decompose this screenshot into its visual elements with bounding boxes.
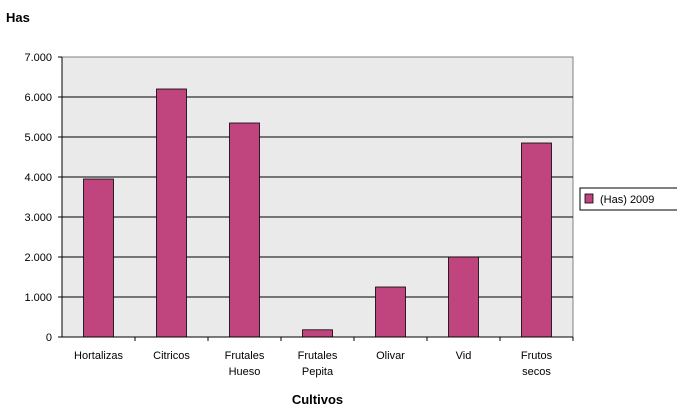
legend-box xyxy=(579,187,677,211)
y-axis-ticks: 0 1.000 2.000 3.000 4.000 5.000 6.000 7.000 xyxy=(24,52,573,344)
legend: (Has) 2009 xyxy=(579,187,677,211)
legend-swatch xyxy=(584,193,594,204)
bar xyxy=(156,88,187,338)
bar xyxy=(229,122,260,338)
y-tick-label: 3.000 xyxy=(24,212,52,224)
y-tick-label: 4.000 xyxy=(24,172,52,184)
x-tick-label: Vid xyxy=(456,350,472,362)
plot-area xyxy=(61,56,574,338)
x-tick-label: Frutos secos xyxy=(521,350,553,378)
legend-label: (Has) 2009 xyxy=(600,194,654,206)
y-tick-label: 6.000 xyxy=(24,92,52,104)
x-tick-label: Citricos xyxy=(153,350,190,362)
x-tick-label: Olivar xyxy=(376,350,405,362)
bar xyxy=(302,329,333,338)
bar xyxy=(375,286,406,338)
x-tick-label: Frutales Hueso xyxy=(225,350,265,378)
y-axis-label: Has xyxy=(6,10,30,25)
gridlines xyxy=(62,96,573,298)
y-tick-label: 7.000 xyxy=(24,52,52,64)
x-axis-label: Cultivos xyxy=(292,392,343,407)
x-axis-ticks: Hortalizas Citricos Frutales Hueso Frutales P… xyxy=(74,337,574,378)
bars xyxy=(83,88,552,338)
x-tick-label: Hortalizas xyxy=(74,350,123,362)
y-tick-label: 1.000 xyxy=(24,292,52,304)
bar xyxy=(521,142,552,338)
y-tick-label: 5.000 xyxy=(24,132,52,144)
y-tick-label: 2.000 xyxy=(24,252,52,264)
bar xyxy=(83,178,114,338)
bar xyxy=(448,256,479,338)
y-tick-label: 0 xyxy=(46,332,52,344)
x-tick-label: Frutales Pepita xyxy=(298,350,338,378)
